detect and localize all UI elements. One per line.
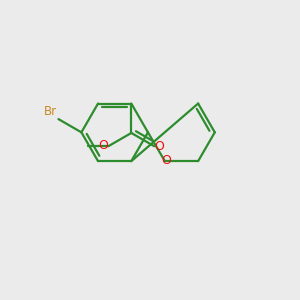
Text: O: O — [161, 154, 171, 167]
Text: O: O — [98, 139, 108, 152]
Text: O: O — [154, 140, 164, 153]
Text: Br: Br — [44, 105, 57, 118]
